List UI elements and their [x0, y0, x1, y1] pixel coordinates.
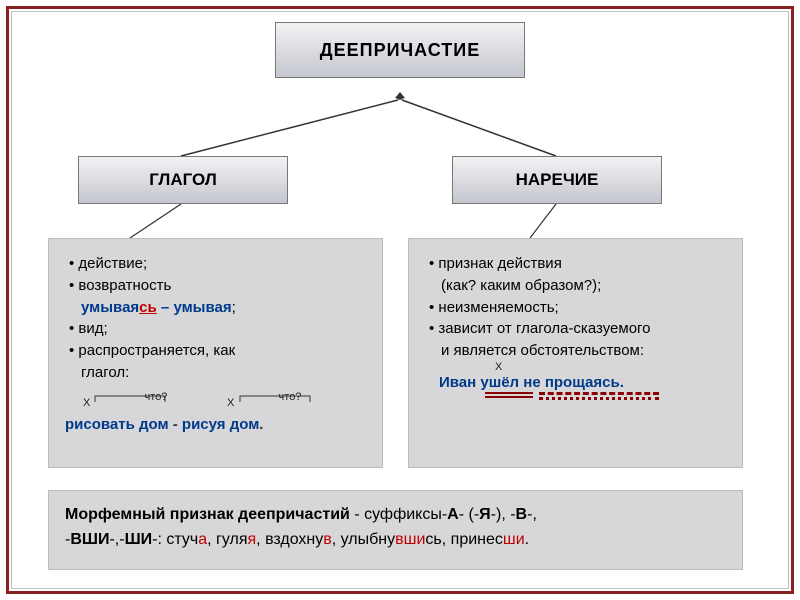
- right-b1: признак действия: [425, 253, 726, 275]
- left-b4: распространяется, как: [65, 340, 366, 362]
- footer-panel: Морфемный признак деепричастий - суффикс…: [48, 490, 743, 570]
- left-sequence: рисовать дом - рисуя дом.: [65, 414, 366, 436]
- footer-line1: Морфемный признак деепричастий - суффикс…: [65, 503, 726, 528]
- branch-left-box: ГЛАГОЛ: [78, 156, 288, 204]
- right-b3b: и является обстоятельством:: [437, 340, 726, 362]
- left-b4b: глагол:: [77, 362, 366, 384]
- footer-line2: -ВШИ-,-ШИ-: стуча, гуляя, вздохнув, улыб…: [65, 528, 726, 553]
- tree-lines: [0, 0, 800, 250]
- branch-right-box: НАРЕЧИЕ: [452, 156, 662, 204]
- adverbial-underline1: [539, 392, 659, 395]
- left-b2: возвратность: [65, 275, 366, 297]
- right-b1q: (как? каким образом?);: [437, 275, 726, 297]
- dependency-line: X что? X что?: [65, 390, 366, 412]
- branch-left-label: ГЛАГОЛ: [149, 170, 217, 190]
- left-b3: вид;: [65, 318, 366, 340]
- right-panel: признак действия (как? каким образом?); …: [408, 238, 743, 468]
- right-b3: зависит от глагола-сказуемого: [425, 318, 726, 340]
- left-panel: действие; возвратность умываясь – умывая…: [48, 238, 383, 468]
- adverbial-underline2: [539, 397, 659, 400]
- left-ex1: умываясь – умывая;: [77, 297, 366, 319]
- predicate-underline: [485, 392, 533, 398]
- right-b2: неизменяемость;: [425, 297, 726, 319]
- left-b1: действие;: [65, 253, 366, 275]
- branch-right-label: НАРЕЧИЕ: [516, 170, 599, 190]
- ivan-sentence: X Иван ушёл не прощаясь.: [425, 372, 726, 400]
